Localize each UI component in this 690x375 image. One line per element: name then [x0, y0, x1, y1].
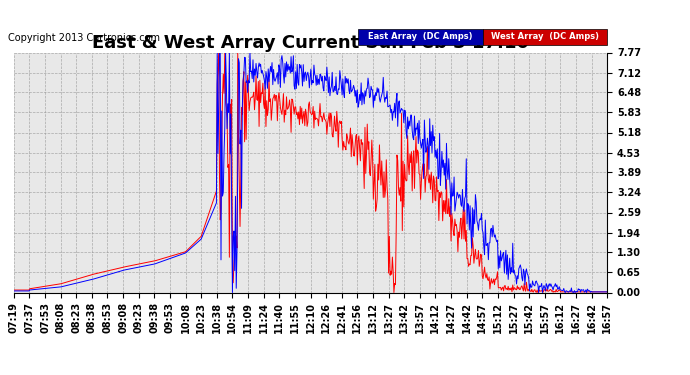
- Text: East Array  (DC Amps): East Array (DC Amps): [368, 32, 473, 41]
- FancyBboxPatch shape: [482, 28, 607, 45]
- Text: Copyright 2013 Cartronics.com: Copyright 2013 Cartronics.com: [8, 33, 160, 43]
- Title: East & West Array Current Sun Feb 3 17:10: East & West Array Current Sun Feb 3 17:1…: [92, 34, 529, 53]
- Text: West Array  (DC Amps): West Array (DC Amps): [491, 32, 599, 41]
- FancyBboxPatch shape: [358, 28, 482, 45]
